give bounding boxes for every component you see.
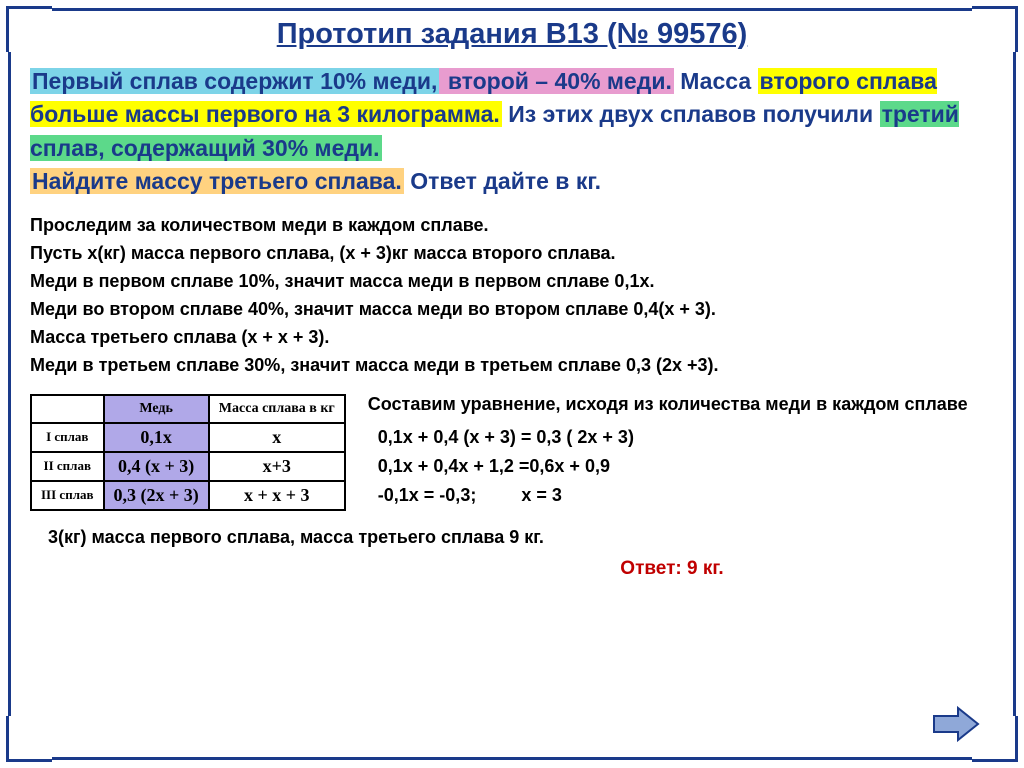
answer-text: Ответ: 9 кг. [350,558,994,580]
problem-seg-3: Масса [674,68,758,94]
table-header: Медь [104,395,209,423]
row-label: II сплав [31,452,104,481]
equation-3: -0,1x = -0,3; x = 3 [378,485,994,506]
problem-seg-7: Найдите массу третьего сплава. [30,168,404,194]
problem-seg-5: Из этих двух сплавов получили [502,101,880,127]
cell-copper: 0,4 (x + 3) [104,452,209,481]
solution-line: Пусть x(кг) масса первого сплава, (x + 3… [30,240,994,268]
table-row: III сплав 0,3 (2x + 3) x + x + 3 [31,481,345,510]
table-header [31,395,104,423]
table-row: I сплав 0,1x x [31,423,345,452]
conclusion-text: 3(кг) масса первого сплава, масса третье… [48,527,994,548]
solution-line: Меди в первом сплаве 10%, значит масса м… [30,268,994,296]
next-button[interactable] [930,704,982,744]
arrow-right-icon [930,704,982,744]
alloy-table: Медь Масса сплава в кг I сплав 0,1x x II… [30,394,346,511]
cell-copper: 0,1x [104,423,209,452]
table-header-row: Медь Масса сплава в кг [31,395,345,423]
solution-line: Меди во втором сплаве 40%, значит масса … [30,296,994,324]
row-label: I сплав [31,423,104,452]
cell-mass: x+3 [209,452,345,481]
equations-lead: Составим уравнение, исходя из количества… [368,394,994,415]
equations-block: Составим уравнение, исходя из количества… [368,394,994,506]
page-title: Прототип задания B13 (№ 99576) [30,18,994,51]
solution-line: Проследим за количеством меди в каждом с… [30,212,994,240]
cell-mass: x + x + 3 [209,481,345,510]
table-header: Масса сплава в кг [209,395,345,423]
problem-seg-8: Ответ дайте в кг. [404,168,601,194]
cell-mass: x [209,423,345,452]
solution-text: Проследим за количеством меди в каждом с… [30,212,994,379]
cell-copper: 0,3 (2x + 3) [104,481,209,510]
equation-2: 0,1x + 0,4x + 1,2 =0,6x + 0,9 [378,456,994,477]
solution-line: Меди в третьем сплаве 30%, значит масса … [30,352,994,380]
problem-statement: Первый сплав содержит 10% меди, второй –… [30,65,994,198]
row-label: III сплав [31,481,104,510]
problem-seg-2: второй – 40% меди. [439,68,673,94]
problem-seg-1: Первый сплав содержит 10% меди, [30,68,439,94]
slide-content: Прототип задания B13 (№ 99576) Первый сп… [30,18,994,750]
table-row: II сплав 0,4 (x + 3) x+3 [31,452,345,481]
table-and-equations: Медь Масса сплава в кг I сплав 0,1x x II… [30,394,994,511]
solution-line: Масса третьего сплава (x + x + 3). [30,324,994,352]
equation-1: 0,1x + 0,4 (x + 3) = 0,3 ( 2x + 3) [378,427,994,448]
